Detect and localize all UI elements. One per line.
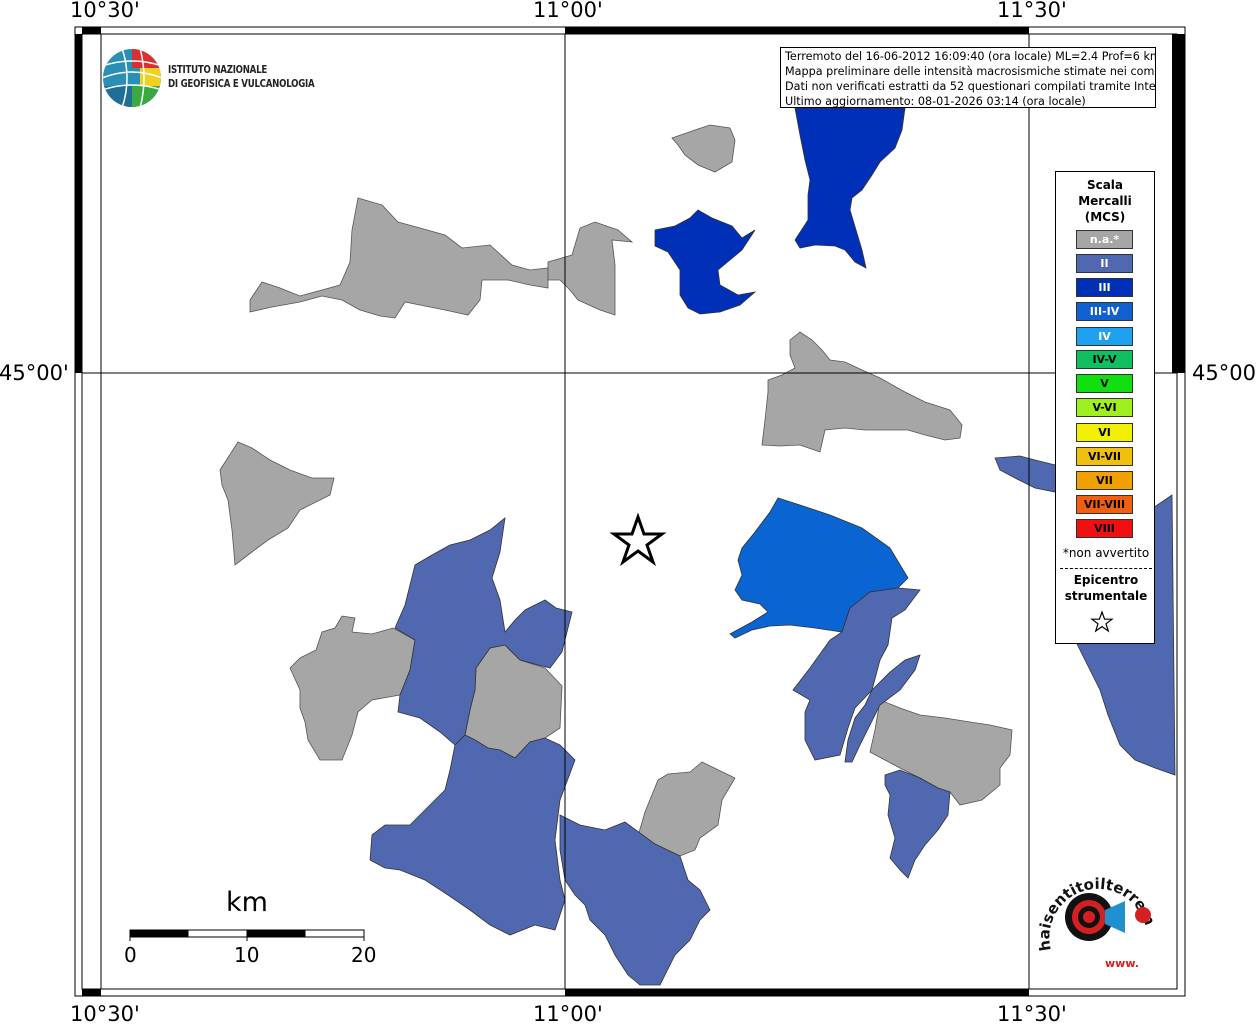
comune-ii-se xyxy=(884,769,951,879)
comune-iv-e xyxy=(729,497,909,639)
left-lat-label: 45°00' xyxy=(0,361,69,385)
comune-ii-e2 xyxy=(844,654,921,763)
comune-ii-e1 xyxy=(792,587,921,761)
ingv-name: ISTITUTO NAZIONALE DI GEOFISICA E VULCAN… xyxy=(168,63,315,91)
comune-ii-far-e xyxy=(994,455,1061,493)
hai-sentito-logo-graphic: haisentitoilterremoto.it www. xyxy=(1028,841,1159,970)
comune-na-nw2 xyxy=(547,221,634,316)
hai-sentito-logo: haisentitoilterremoto.it www. xyxy=(1028,841,1163,980)
bottom-lon-label-3: 11°30' xyxy=(997,1002,1067,1026)
scale-bar: km 0 10 20 xyxy=(120,885,390,975)
legend-title: Scala Mercalli (MCS) xyxy=(1056,177,1154,225)
legend-entry-vii-viii: VII-VIII xyxy=(1076,495,1133,514)
comune-na-w xyxy=(219,441,335,566)
legend-title-line3: (MCS) xyxy=(1084,210,1126,224)
legend-entry-iv: IV xyxy=(1076,327,1133,346)
epicenter-star xyxy=(609,512,667,567)
info-line-updated: Ultimo aggiornamento: 08-01-2026 03:14 (… xyxy=(785,95,1086,108)
legend-entry-vi-vii: VI-VII xyxy=(1076,447,1133,466)
comune-na-sw1 xyxy=(289,615,416,761)
ingv-name-line1: ISTITUTO NAZIONALE xyxy=(168,64,267,76)
legend-entry-vi: VI xyxy=(1076,423,1133,442)
legend-title-line1: Scala xyxy=(1086,178,1124,192)
legend-entry-iii-iv: III-IV xyxy=(1076,302,1133,321)
scale-tick-10: 10 xyxy=(234,943,260,967)
top-lon-label-2: 11°00' xyxy=(533,0,603,22)
event-info-box: Terremoto del 16-06-2012 16:09:40 (ora l… xyxy=(780,47,1156,108)
legend-entry-iii: III xyxy=(1076,278,1133,297)
bottom-lon-label-2: 11°00' xyxy=(533,1002,603,1026)
legend-entry-viii: VIII xyxy=(1076,519,1133,538)
globe-icon xyxy=(103,49,161,107)
legend-entry-na: n.a.* xyxy=(1076,230,1133,249)
comune-na-se xyxy=(869,699,1013,806)
hai-sentito-prefix: www. xyxy=(1105,957,1139,970)
comune-ii-s xyxy=(559,814,711,986)
legend-divider xyxy=(1060,568,1152,569)
top-lon-label-3: 11°30' xyxy=(997,0,1067,22)
mcs-legend: Scala Mercalli (MCS) n.a.* II III III-IV… xyxy=(1055,171,1155,644)
legend-epicenter-label: Epicentro strumentale xyxy=(1056,572,1156,604)
right-lat-label: 45°00' xyxy=(1192,361,1257,385)
top-lon-label-1: 10°30' xyxy=(70,0,140,22)
graticule xyxy=(82,34,1177,989)
info-line-map: Mappa preliminare delle intensità macros… xyxy=(785,65,1156,78)
region-iii xyxy=(654,107,906,315)
legend-star-icon xyxy=(1090,610,1114,633)
info-line-data: Dati non verificati estratti da 52 quest… xyxy=(785,80,1156,93)
legend-epicenter-line2: strumentale xyxy=(1064,589,1148,603)
comune-iii-ne xyxy=(794,107,906,269)
comune-ii-sw xyxy=(369,734,576,936)
region-iv xyxy=(729,497,909,639)
legend-footnote: *non avvertito xyxy=(1062,546,1150,560)
bottom-lon-label-1: 10°30' xyxy=(70,1002,140,1026)
ingv-name-line2: DI GEOFISICA E VULCANOLOGIA xyxy=(168,78,315,90)
legend-entry-ii: II xyxy=(1076,254,1133,273)
legend-entry-iv-v: IV-V xyxy=(1076,350,1133,369)
comune-na-ne xyxy=(761,331,963,453)
scale-tick-20: 20 xyxy=(351,943,377,967)
scale-tick-0: 0 xyxy=(124,943,137,967)
legend-epicenter-line1: Epicentro xyxy=(1073,573,1139,587)
legend-entry-v-vi: V-VI xyxy=(1076,398,1133,417)
frame-ticks xyxy=(75,27,1185,996)
legend-title-line2: Mercalli xyxy=(1078,194,1132,208)
region-na xyxy=(219,124,1013,857)
scale-unit: km xyxy=(226,887,268,918)
info-line-event: Terremoto del 16-06-2012 16:09:40 (ora l… xyxy=(785,50,1156,63)
comune-na-nw1 xyxy=(249,197,549,319)
ingv-logo: ISTITUTO NAZIONALE DI GEOFISICA E VULCAN… xyxy=(102,48,322,110)
legend-entry-v: V xyxy=(1076,374,1133,393)
comune-iii-nc xyxy=(654,209,757,315)
scale-bar-graphic xyxy=(129,929,365,941)
legend-entry-vii: VII xyxy=(1076,471,1133,490)
comune-na-n xyxy=(671,124,736,173)
comune-ii-w xyxy=(394,517,573,746)
